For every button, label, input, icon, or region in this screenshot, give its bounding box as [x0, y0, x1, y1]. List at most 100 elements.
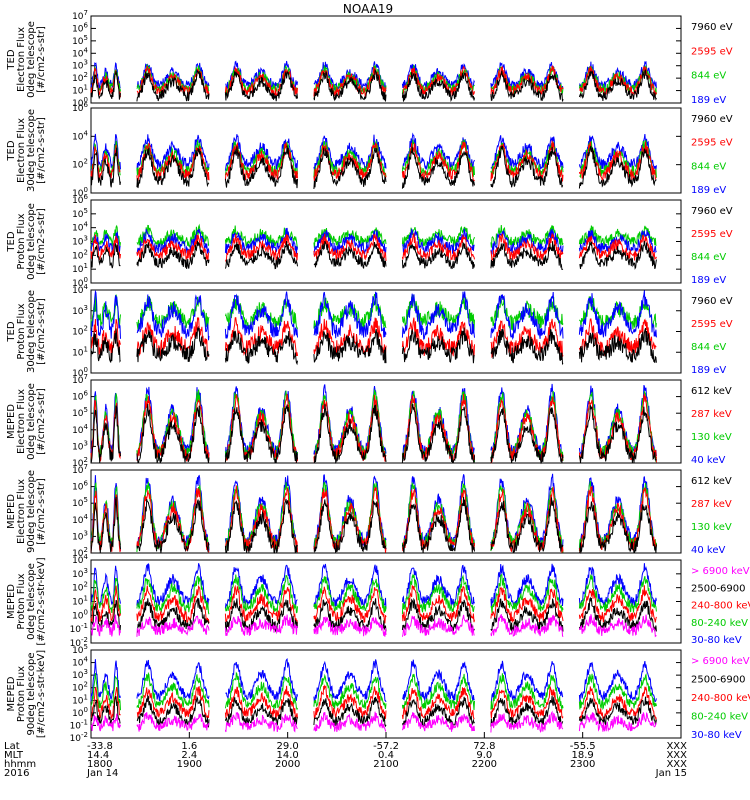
legend-entry: 844 eV: [691, 71, 726, 82]
y-tick-label: 100: [72, 366, 88, 379]
y-tick-label: 103: [72, 304, 88, 317]
legend-entry: 189 eV: [691, 365, 726, 376]
legend-entry: 189 eV: [691, 275, 726, 286]
y-tick-label: 106: [72, 101, 88, 114]
panel-5: 102 103 104 105 106 107 MEPEDElectron Flux0deg…: [6, 373, 732, 469]
y-tick-label: 102: [72, 158, 88, 171]
series-line: [90, 325, 657, 366]
series-line: [90, 60, 657, 92]
legend-entry: 7960 eV: [691, 296, 733, 307]
x-tick-hhmm: 2100: [373, 759, 398, 770]
y-tick-label: 101: [72, 84, 88, 97]
y-tick-label: 10-1: [70, 718, 88, 731]
series-line: [90, 240, 657, 270]
legend-entry: 30-80 keV: [691, 635, 742, 646]
x-tick-mlt: 9.0: [476, 750, 492, 761]
y-tick-label: 104: [72, 423, 88, 436]
y-tick-label: 104: [72, 553, 88, 566]
series-line: [90, 563, 657, 609]
series-line: [90, 584, 657, 624]
series-line: [90, 614, 657, 638]
y-tick-label: 100: [72, 276, 88, 289]
y-tick-label: 105: [72, 34, 88, 47]
x-tick-mlt: 0.4: [378, 750, 394, 761]
legend-entry: 287 keV: [691, 409, 732, 420]
y-tick-label: 103: [72, 59, 88, 72]
panel-frame: [90, 469, 682, 554]
y-tick-label: 103: [72, 668, 88, 681]
series-line: [90, 710, 657, 733]
legend-entry: 2500-6900: [691, 583, 746, 594]
y-tick-label: 105: [72, 643, 88, 656]
x-tick-mlt: 18.9: [572, 750, 594, 761]
y-tick-label: 103: [72, 439, 88, 452]
y-tick-label: 104: [72, 656, 88, 669]
legend-entry: 240-800 keV: [691, 601, 750, 612]
y-tick-label: 106: [72, 390, 88, 403]
x-tick-hhmm: 1800: [87, 759, 112, 770]
x-tick-mlt: 14.0: [277, 750, 299, 761]
y-tick-label: 100: [72, 608, 88, 621]
legend-entry: 844 eV: [691, 161, 726, 172]
y-tick-label: 100: [72, 186, 88, 199]
legend-entry: 844 eV: [691, 342, 726, 353]
x-row-label: MLT: [4, 750, 24, 761]
legend-entry: > 6900 keV: [691, 656, 750, 667]
y-tick-label: 101: [72, 595, 88, 608]
x-tick-lat: 29.0: [277, 741, 299, 752]
legend-entry: 30-80 keV: [691, 730, 742, 741]
x-tick-hhmm: 2000: [275, 759, 300, 770]
x-tick-hhmm: 2200: [472, 759, 497, 770]
y-axis-label: TEDElectron Flux0deg telescope[#/cm2-s-s…: [6, 21, 47, 98]
legend-entry: 844 eV: [691, 252, 726, 263]
x-tick-lat: -55.5: [570, 741, 596, 752]
chart-title: NOAA19: [343, 2, 393, 16]
legend-entry: 2595 eV: [691, 319, 733, 330]
legend-entry: 2595 eV: [691, 229, 733, 240]
y-tick-label: 103: [72, 235, 88, 248]
y-axis-label: TEDProton Flux0deg telescope[#/cm2-s-str…: [6, 203, 47, 280]
series-line: [90, 485, 657, 553]
panel-frame: [90, 379, 682, 464]
y-axis-label: TEDElectron Flux30deg telescope[#/cm2-s-…: [6, 109, 47, 192]
x-tick-lat: -33.8: [87, 741, 113, 752]
y-axis-label: MEPEDProton Flux90deg telescope[#/cm2-s-…: [6, 650, 47, 738]
y-axis-label: TEDProton Flux30deg telescope[#/cm2-s-st…: [6, 290, 47, 373]
y-axis-label: MEPEDElectron Flux90deg telescope[#/cm2-…: [6, 470, 47, 553]
series-line: [90, 496, 657, 554]
series-line: [90, 392, 657, 464]
x-tick-mlt: XXX: [666, 750, 687, 761]
series-line: [90, 317, 657, 359]
legend-entry: 130 keV: [691, 432, 732, 443]
y-tick-label: 103: [72, 567, 88, 580]
y-tick-label: 104: [72, 129, 88, 142]
y-tick-label: 101: [72, 262, 88, 275]
y-tick-label: 101: [72, 693, 88, 706]
y-axis-label: MEPEDElectron Flux0deg telescope[#/cm2-s…: [6, 383, 47, 460]
y-tick-label: 100: [72, 706, 88, 719]
y-tick-label: 104: [72, 513, 88, 526]
series-line: [90, 289, 657, 341]
y-tick-label: 102: [72, 581, 88, 594]
y-tick-label: 107: [72, 9, 88, 22]
x-tick-mlt: 14.4: [87, 750, 109, 761]
series-line: [90, 227, 657, 256]
series-line: [90, 573, 657, 615]
y-tick-label: 106: [72, 21, 88, 34]
x-tick-date: Jan 14: [86, 768, 118, 779]
y-tick-label: 102: [72, 681, 88, 694]
legend-entry: 40 keV: [691, 545, 725, 556]
y-tick-label: 101: [72, 345, 88, 358]
series-line: [90, 145, 657, 190]
x-row-label: Lat: [4, 741, 20, 752]
legend-entry: 40 keV: [691, 455, 725, 466]
y-tick-label: 107: [72, 373, 88, 386]
y-axis-label: MEPEDProton Flux0deg telescope[#/cm2-s-s…: [6, 557, 47, 645]
series-line: [90, 68, 657, 103]
